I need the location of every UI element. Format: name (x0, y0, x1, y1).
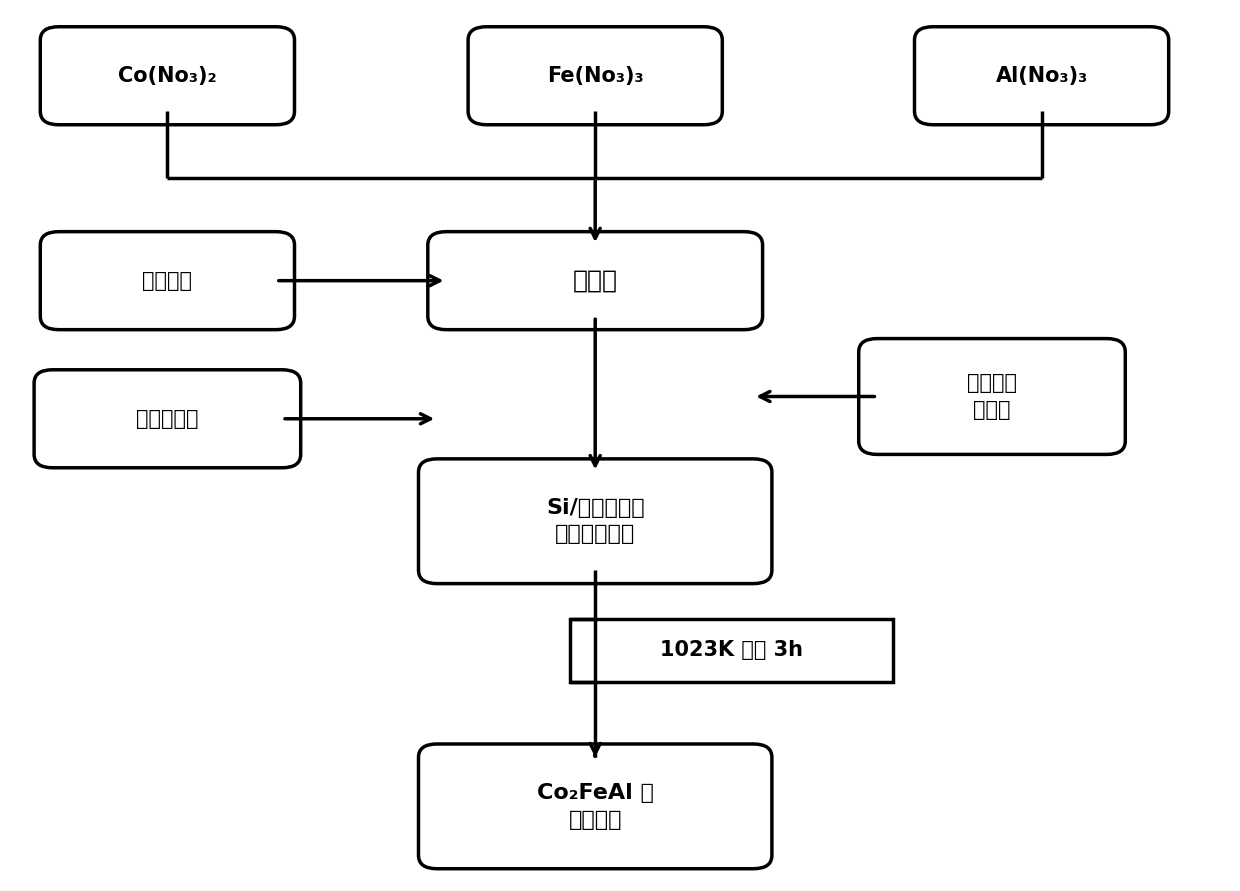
Text: Co(No₃)₂: Co(No₃)₂ (118, 66, 217, 86)
Text: 聚乙烯醇: 聚乙烯醇 (143, 271, 192, 290)
FancyBboxPatch shape (467, 27, 722, 125)
FancyBboxPatch shape (428, 232, 763, 330)
FancyBboxPatch shape (418, 744, 771, 869)
FancyBboxPatch shape (35, 370, 300, 468)
FancyBboxPatch shape (858, 339, 1126, 454)
FancyBboxPatch shape (41, 27, 295, 125)
Text: 1023K 退火 3h: 1023K 退火 3h (660, 641, 804, 660)
Text: 静电纺丝法: 静电纺丝法 (136, 409, 198, 429)
FancyBboxPatch shape (570, 619, 893, 682)
Text: Co₂FeAl 合
金纳米线: Co₂FeAl 合 金纳米线 (537, 783, 653, 830)
Text: Al(No₃)₃: Al(No₃)₃ (996, 66, 1087, 86)
FancyBboxPatch shape (914, 27, 1168, 125)
Text: 混合液: 混合液 (573, 269, 618, 292)
FancyBboxPatch shape (41, 232, 295, 330)
Text: Fe(No₃)₃: Fe(No₃)₃ (547, 66, 644, 86)
FancyBboxPatch shape (418, 459, 771, 584)
Text: 聚乙烯吵
嘎烷酮: 聚乙烯吵 嘎烷酮 (967, 373, 1017, 420)
Text: Si/石英衬底上
形成连续纤维: Si/石英衬底上 形成连续纤维 (546, 498, 645, 544)
